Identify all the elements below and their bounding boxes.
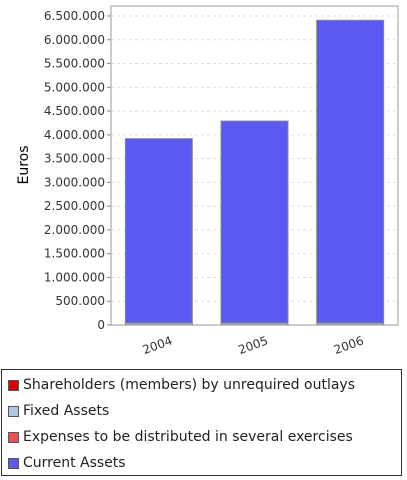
bar-2006-series-3 [316,19,385,324]
legend-swatch [8,457,19,469]
x-tick-label: 2005 [236,333,269,357]
y-tick-label: 2.000.000 [44,223,105,237]
y-tick-label: 6.000.000 [44,33,105,47]
legend-swatch [8,405,19,417]
x-tick-label: 2004 [141,333,174,357]
legend-item-expenses: Expenses to be distributed in several ex… [8,427,353,447]
y-tick-label: 3.000.000 [44,175,105,189]
legend-item-current-assets: Current Assets [8,453,126,473]
y-tick-label: 6.500.000 [44,9,105,23]
y-tick-label: 2.500.000 [44,199,105,213]
y-tick-label: 4.500.000 [44,104,105,118]
y-axis-tick-labels: 0 500.000 1.000.000 1.500.000 2.000.000 2.500… [44,9,111,332]
legend-label: Expenses to be distributed in several ex… [23,429,353,445]
bars [124,19,385,326]
legend-label: Fixed Assets [23,403,110,419]
y-tick-label: 5.000.000 [44,80,105,94]
legend-item-fixed-assets: Fixed Assets [8,401,109,421]
y-tick-label: 5.500.000 [44,57,105,71]
y-tick-label: 3.500.000 [44,152,105,166]
legend: Shareholders (members) by unrequired out… [1,369,402,476]
y-axis-label: Euros [16,145,32,184]
y-tick-label: 1.500.000 [44,247,105,261]
bar-2005-series-3 [220,120,289,324]
legend-label: Shareholders (members) by unrequired out… [23,377,355,393]
x-axis-tick-labels: 2004 2005 2006 [141,333,366,357]
stacked-bar-chart: 0 500.000 1.000.000 1.500.000 2.000.000 2.500… [16,5,399,357]
y-tick-label: 4.000.000 [44,128,105,142]
y-tick-label: 500.000 [55,294,105,308]
y-tick-label: 0 [97,318,105,332]
bar-2004-series-3 [124,138,193,324]
legend-swatch [8,379,19,391]
legend-item-shareholders: Shareholders (members) by unrequired out… [8,375,355,395]
x-tick-label: 2006 [332,333,365,357]
legend-swatch [8,431,19,443]
y-tick-label: 1.000.000 [44,270,105,284]
legend-label: Current Assets [23,455,126,471]
